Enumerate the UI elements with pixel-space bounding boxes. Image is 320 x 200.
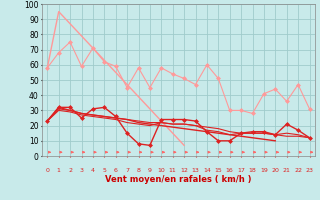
X-axis label: Vent moyen/en rafales ( km/h ): Vent moyen/en rafales ( km/h ) bbox=[105, 175, 252, 184]
